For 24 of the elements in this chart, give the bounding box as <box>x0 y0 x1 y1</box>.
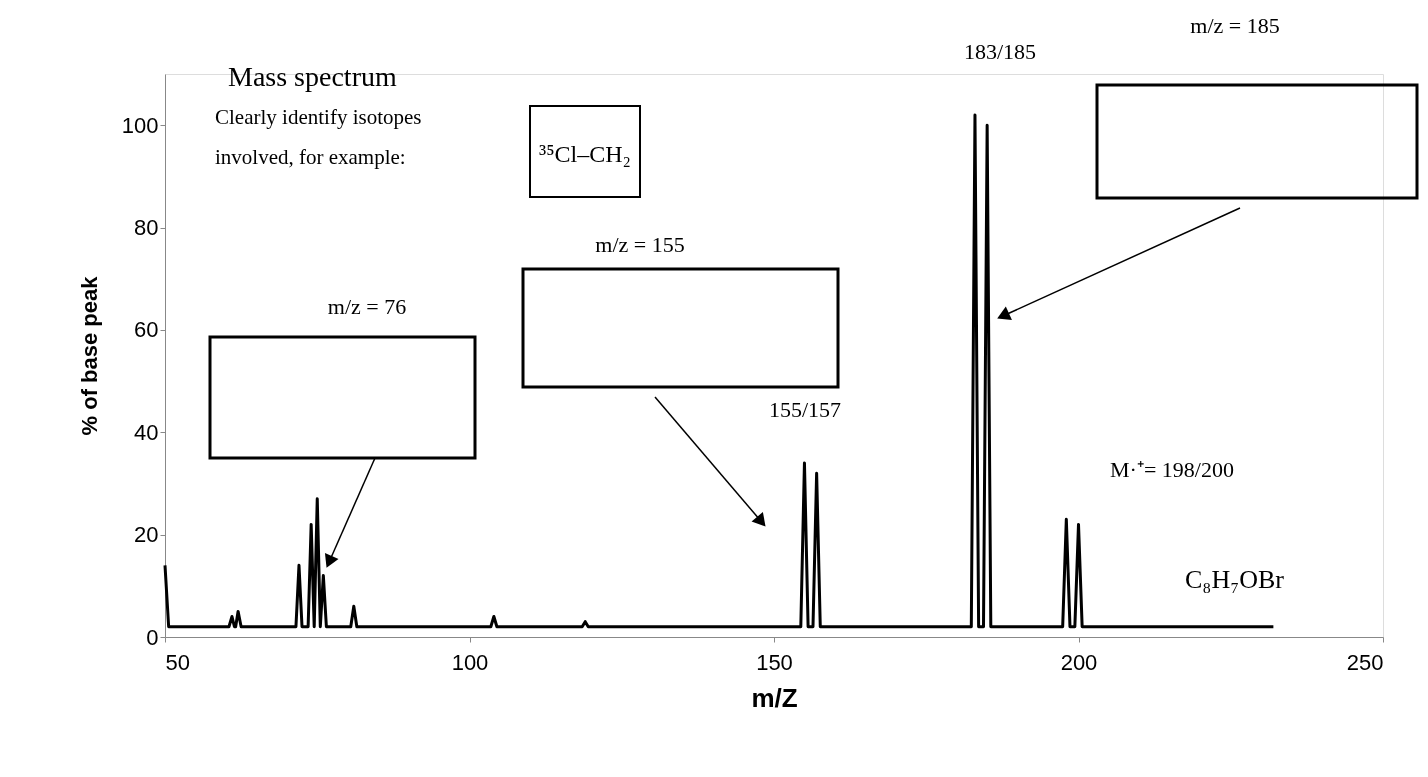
y-tick-label: 0 <box>146 624 159 650</box>
text: m/z = 185 <box>1190 13 1280 38</box>
annotation: 155/157 <box>768 397 842 422</box>
annotation: involved, for example: <box>215 145 406 169</box>
x-tick-label: 200 <box>1060 649 1098 675</box>
y-tick-label: 20 <box>134 522 159 548</box>
annotation: ³⁵Cl–CH₂ <box>539 141 631 167</box>
annotation: m/z = 155 <box>595 232 685 257</box>
annotation: Mass spectrum <box>228 61 397 92</box>
annotation: Clearly identify isotopes <box>215 105 422 129</box>
y-tick-label: 60 <box>134 317 159 343</box>
x-axis-title: m/Z <box>751 682 798 713</box>
annotation: m/z = 76 <box>327 294 407 319</box>
annotation: C₈H₇OBr <box>1185 565 1285 594</box>
y-axis-title: % of base peak <box>76 275 102 436</box>
text: 183/185 <box>963 39 1037 64</box>
x-tick-label: 250 <box>1346 649 1384 675</box>
y-tick-label: 40 <box>134 419 159 445</box>
annotation: M·⁺= 198/200 <box>1110 457 1234 482</box>
x-tick-label: 100 <box>451 649 489 675</box>
y-tick-label: 80 <box>134 215 159 241</box>
x-tick-label: 50 <box>165 649 190 675</box>
x-tick-label: 150 <box>756 649 793 675</box>
y-tick-label: 100 <box>121 112 159 138</box>
